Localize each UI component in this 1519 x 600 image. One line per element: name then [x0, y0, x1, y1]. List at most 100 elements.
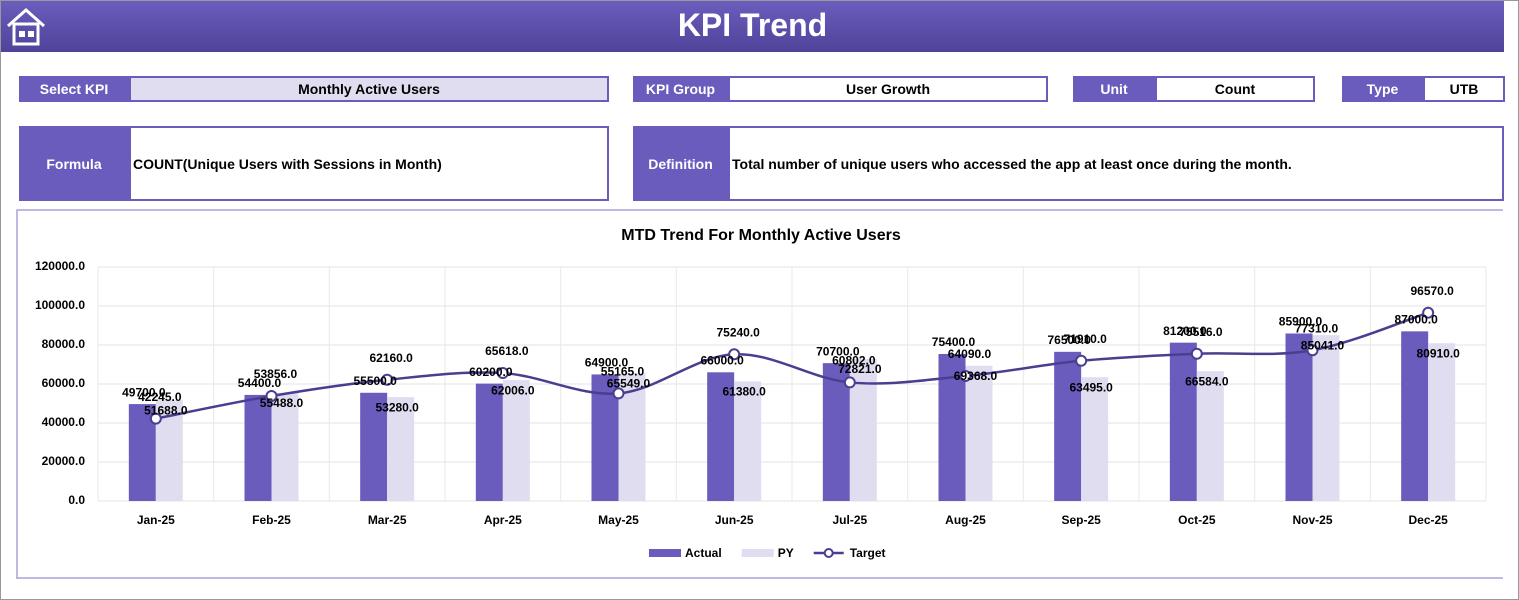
bar	[965, 365, 993, 501]
y-tick-label: 80000.0	[42, 337, 86, 351]
marker	[496, 367, 509, 380]
x-tick-label: Oct-25	[1178, 513, 1216, 527]
data-label: 65618.0	[485, 344, 529, 358]
legend-swatch	[741, 549, 774, 557]
y-tick-label: 20000.0	[42, 454, 86, 468]
bar	[1312, 335, 1340, 501]
data-label: 70700.0	[816, 344, 860, 358]
bar	[1285, 333, 1313, 501]
bar	[1054, 351, 1082, 501]
y-tick-label: 120000.0	[35, 259, 85, 273]
data-label: 96570.0	[1410, 284, 1454, 298]
x-tick-label: Jun-25	[715, 513, 754, 527]
bar	[1401, 331, 1429, 501]
data-label: 51688.0	[144, 403, 188, 417]
marker	[1306, 344, 1319, 357]
field-label: Select KPI	[19, 76, 129, 102]
data-label: 65549.0	[607, 376, 651, 390]
bar	[707, 372, 735, 501]
field-value: COUNT(Unique Users with Sessions in Mont…	[129, 126, 609, 201]
data-label: 60802.0	[832, 354, 876, 368]
field-label: Formula	[19, 126, 129, 201]
marker	[1190, 347, 1203, 360]
marker	[959, 370, 972, 383]
field-label: Type	[1342, 76, 1423, 102]
bar	[1196, 371, 1224, 501]
field-value[interactable]: Monthly Active Users	[129, 76, 609, 102]
data-label: 62160.0	[369, 351, 413, 365]
x-tick-label: Sep-25	[1061, 513, 1101, 527]
data-label: 49700.0	[122, 385, 166, 399]
marker	[612, 387, 625, 400]
home-icon[interactable]	[4, 4, 50, 50]
legend-swatch	[823, 548, 834, 558]
field-value: UTB	[1423, 76, 1505, 102]
x-tick-label: Apr-25	[484, 513, 522, 527]
x-tick-label: Feb-25	[252, 513, 291, 527]
marker	[381, 373, 394, 386]
bar	[1081, 377, 1109, 501]
data-label: 77310.0	[1295, 321, 1339, 335]
marker	[728, 348, 741, 361]
chart-title: MTD Trend For Monthly Active Users	[621, 227, 901, 244]
marker	[843, 376, 856, 389]
legend-label: Target	[850, 546, 886, 560]
field-label: KPI Group	[633, 76, 728, 102]
data-label: 60200.0	[469, 365, 513, 379]
data-label: 85041.0	[1301, 338, 1345, 352]
y-tick-label: 100000.0	[35, 298, 85, 312]
bar	[734, 381, 762, 501]
chart-frame	[16, 209, 1503, 579]
legend-swatch	[649, 549, 681, 557]
data-label: 42245.0	[138, 390, 182, 404]
data-label: 53280.0	[375, 400, 419, 414]
marker	[149, 412, 162, 425]
x-tick-label: Jul-25	[832, 513, 867, 527]
data-label: 66000.0	[700, 353, 744, 367]
field-value: Count	[1155, 76, 1315, 102]
data-label: 69368.0	[954, 369, 998, 383]
bar	[244, 394, 272, 501]
data-label: 53856.0	[254, 367, 298, 381]
title: KPI Trend	[677, 7, 828, 43]
data-label: 62006.0	[491, 383, 535, 397]
data-label: 55500.0	[353, 374, 397, 388]
data-label: 80910.0	[1416, 346, 1460, 360]
field-label: Unit	[1073, 76, 1155, 102]
field-label: Definition	[633, 126, 728, 201]
marker	[1422, 306, 1435, 319]
data-label: 72821.0	[838, 362, 882, 376]
bar	[1169, 342, 1197, 501]
marker	[265, 389, 278, 402]
data-label: 87000.0	[1394, 313, 1438, 327]
header: KPI Trend	[1, 1, 1504, 52]
data-label: 54400.0	[238, 376, 282, 390]
x-tick-label: Mar-25	[368, 513, 407, 527]
data-label: 61380.0	[722, 384, 766, 398]
data-label: 55165.0	[601, 365, 645, 379]
data-label: 76500.0	[1047, 333, 1091, 347]
field-value: Total number of unique users who accesse…	[728, 126, 1504, 201]
y-tick-label: 0.0	[68, 493, 85, 507]
data-label: 63495.0	[1069, 380, 1113, 394]
data-label: 81200.0	[1163, 324, 1207, 338]
y-tick-label: 40000.0	[42, 415, 86, 429]
legend-label: PY	[778, 546, 794, 560]
data-label: 71910.0	[1063, 332, 1107, 346]
data-label: 75516.0	[1179, 325, 1223, 339]
bar	[360, 392, 388, 501]
marker	[1075, 354, 1088, 367]
bar	[502, 380, 530, 501]
data-label: 55488.0	[260, 396, 304, 410]
bar	[387, 397, 415, 501]
data-label: 64090.0	[948, 347, 992, 361]
bar	[475, 383, 503, 501]
x-tick-label: Dec-25	[1408, 513, 1448, 527]
data-label: 85900.0	[1279, 315, 1323, 329]
data-label: 75400.0	[932, 335, 976, 349]
field-value: User Growth	[728, 76, 1048, 102]
data-label: 66584.0	[1185, 374, 1229, 388]
x-tick-label: May-25	[598, 513, 639, 527]
bar	[271, 392, 299, 501]
